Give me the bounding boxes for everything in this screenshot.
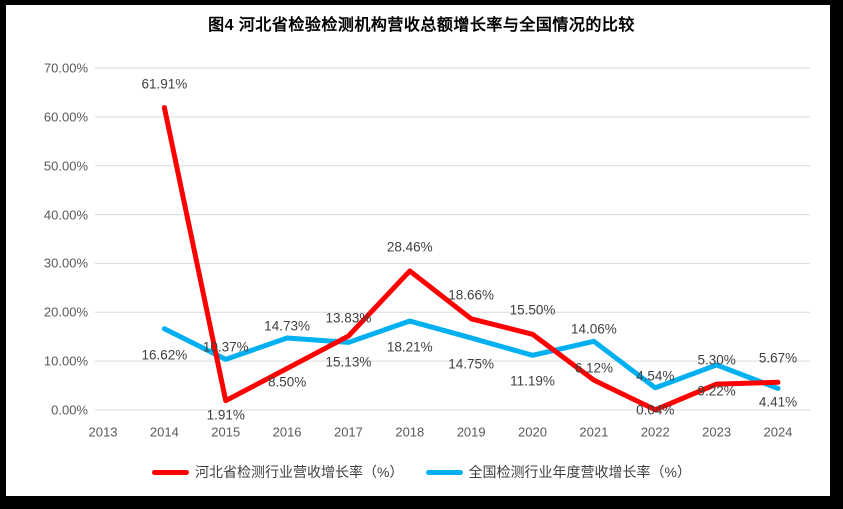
x-axis-tick-label: 2019: [456, 424, 486, 440]
national-line-swatch-icon: [425, 469, 463, 475]
y-axis-tick-label: 0.00%: [51, 402, 88, 418]
data-label-national: 14.75%: [448, 356, 495, 372]
y-axis-tick-label: 20.00%: [43, 304, 88, 320]
y-axis-tick-label: 50.00%: [43, 158, 88, 174]
data-label-national: 14.73%: [264, 318, 310, 334]
hebei-line-swatch-icon: [152, 469, 190, 475]
series-line-hebei: [161, 105, 781, 413]
x-axis-tick-label: 2015: [211, 424, 241, 440]
chart-title: 图4 河北省检验检测机构营收总额增长率与全国情况的比较: [208, 17, 635, 34]
chart-frame: [6, 5, 830, 496]
y-axis-tick-label: 30.00%: [43, 255, 88, 271]
data-label-national: 14.06%: [570, 321, 617, 337]
legend-item-national: 全国检测行业年度营收增长率（%）: [425, 462, 691, 482]
legend-label-hebei: 河北省检测行业营收增长率（%）: [195, 464, 404, 480]
x-axis-tick-label: 2017: [333, 424, 363, 440]
data-label-hebei: 1.91%: [206, 407, 245, 423]
data-label-national: 16.62%: [141, 347, 188, 363]
legend-label-national: 全国检测行业年度营收增长率（%）: [468, 464, 691, 480]
data-label-national: 13.83%: [325, 310, 372, 326]
legend-item-hebei: 河北省检测行业营收增长率（%）: [152, 462, 404, 482]
x-axis-tick-label: 2024: [763, 424, 793, 440]
data-label-hebei: 6.12%: [574, 360, 614, 376]
x-axis-tick-label: 2021: [579, 424, 609, 440]
x-axis-tick-label: 2014: [149, 424, 179, 440]
data-label-hebei: 5.30%: [697, 352, 736, 368]
y-axis-tick-label: 40.00%: [43, 207, 88, 223]
x-axis-tick-label: 2016: [272, 424, 302, 440]
x-axis-tick-label: 2013: [88, 424, 118, 440]
data-label-hebei: 5.67%: [758, 350, 798, 366]
data-label-national: 9.22%: [697, 383, 736, 399]
data-label-national: 18.21%: [386, 339, 433, 355]
y-axis-tick-label: 60.00%: [43, 109, 88, 125]
y-axis-tick-label: 70.00%: [43, 60, 88, 76]
x-axis-tick-label: 2018: [395, 424, 425, 440]
y-axis-tick-label: 10.00%: [43, 353, 88, 369]
data-label-hebei: 18.66%: [448, 287, 495, 303]
x-axis-tick-label: 2023: [702, 424, 732, 440]
data-label-national: 4.41%: [758, 394, 798, 410]
data-label-hebei: 28.46%: [386, 239, 433, 255]
data-label-national: 10.37%: [202, 339, 249, 355]
x-axis-tick-label: 2022: [640, 424, 670, 440]
data-label-hebei: 0.04%: [636, 402, 675, 418]
data-label-national: 4.54%: [636, 368, 675, 384]
data-label-hebei: 8.50%: [267, 374, 307, 390]
data-label-hebei: 61.91%: [141, 76, 188, 92]
series-line-national: [161, 318, 781, 391]
data-label-national: 11.19%: [510, 373, 555, 389]
x-axis-tick-label: 2020: [518, 424, 547, 440]
data-label-hebei: 15.50%: [509, 302, 556, 318]
data-label-hebei: 15.13%: [325, 354, 372, 370]
chart-legend: 河北省检测行业营收增长率（%） 全国检测行业年度营收增长率（%）: [0, 462, 843, 482]
